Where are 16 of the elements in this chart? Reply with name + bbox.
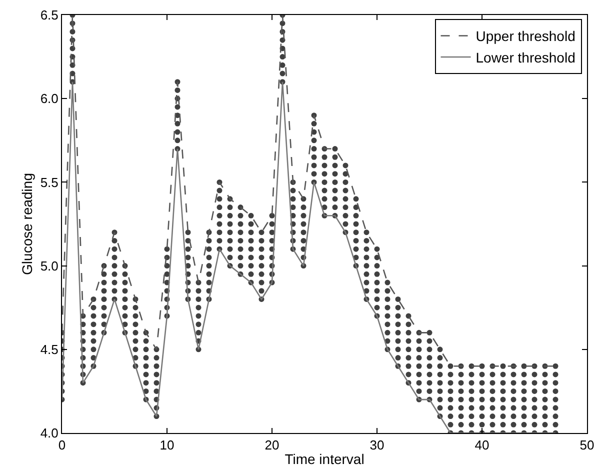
x-tick-label: 40 <box>474 438 490 453</box>
y-tick-label: 6.0 <box>40 91 58 106</box>
x-tick-label: 10 <box>160 438 174 453</box>
legend-label: Lower threshold <box>476 49 576 66</box>
x-tick-label: 0 <box>58 438 66 453</box>
x-tick-label: 30 <box>370 438 384 453</box>
y-axis-title: Glucose reading <box>18 173 35 275</box>
x-axis-title: Time interval <box>284 450 364 467</box>
x-tick-label: 50 <box>580 438 594 453</box>
y-tick-label: 4.0 <box>40 426 58 441</box>
x-tick-label: 20 <box>264 438 280 453</box>
legend-label: Upper threshold <box>476 28 576 44</box>
y-tick-label: 4.5 <box>40 342 58 357</box>
y-tick-label: 5.5 <box>40 174 58 190</box>
y-tick-label: 5.0 <box>40 258 58 274</box>
y-tick-label: 6.5 <box>40 8 58 23</box>
